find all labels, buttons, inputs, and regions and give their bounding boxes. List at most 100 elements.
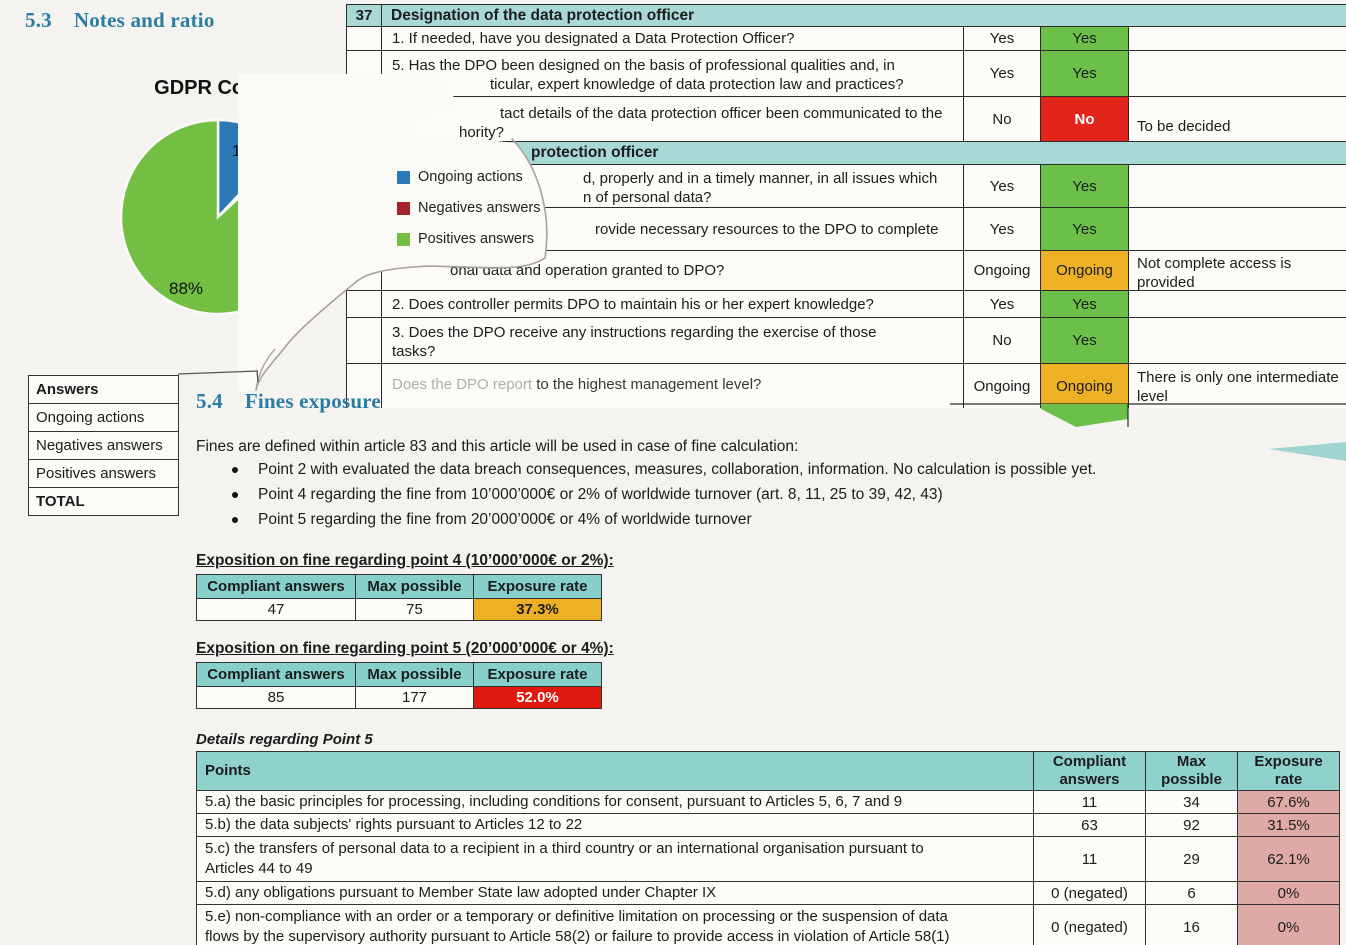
point-text: flows by the supervisory authority pursu… bbox=[205, 928, 950, 945]
dpo-answer: Ongoing bbox=[964, 251, 1041, 290]
col-header-points: Points bbox=[197, 752, 1034, 790]
answers-table-header: Answers bbox=[29, 376, 178, 404]
dpo-answer: No bbox=[964, 97, 1041, 141]
dpo-answer-colored: Yes bbox=[1041, 51, 1129, 96]
dpo-answer: Yes bbox=[964, 27, 1041, 50]
point-text: 5.a) the basic principles for processing… bbox=[197, 791, 1034, 813]
dpo-answer-colored: Yes bbox=[1041, 318, 1129, 363]
col-header-rate: Exposure rate bbox=[1254, 753, 1323, 788]
pie-label-red: 0% bbox=[286, 126, 309, 143]
dpo-answer: No bbox=[964, 318, 1041, 363]
dpo-row: 2. Does controller permits DPO to mainta… bbox=[346, 290, 1346, 317]
dpo-answer-colored: Yes bbox=[1041, 165, 1129, 207]
dpo-answer-colored: Yes bbox=[1041, 208, 1129, 250]
details-row: 5.a) the basic principles for processing… bbox=[197, 790, 1339, 813]
point-text: Articles 44 to 49 bbox=[205, 860, 313, 877]
col-header: Exposure rate bbox=[474, 575, 601, 599]
max-value: 75 bbox=[356, 599, 474, 620]
exposure-p4-title: Exposition on fine regarding point 4 (10… bbox=[196, 552, 614, 569]
pie-chart-title: GDPR Compliancy bbox=[154, 77, 331, 99]
section-title: Notes and ratio bbox=[73, 8, 215, 32]
legend-label: Negatives answers bbox=[418, 200, 541, 216]
details-row: 5.d) any obligations pursuant to Member … bbox=[197, 881, 1339, 904]
bullet-icon bbox=[232, 517, 238, 523]
section-heading-54: 5.4 Fines exposure bbox=[196, 389, 381, 414]
dpo-answer: Yes bbox=[964, 51, 1041, 96]
pie-label-green: 88% bbox=[169, 279, 203, 298]
rate-value: 31.5% bbox=[1238, 814, 1339, 836]
pie-chart: 12% 0% 88% bbox=[119, 118, 317, 316]
col-header: Compliant answers bbox=[197, 575, 356, 599]
dpo-comment: There is only one intermediate bbox=[1137, 369, 1339, 386]
fines-bullet: Point 5 regarding the fine from 20’000’0… bbox=[196, 511, 752, 529]
bullet-icon bbox=[232, 467, 238, 473]
dpo-question: rovide necessary resources to the DPO to… bbox=[595, 220, 939, 238]
dpo-answer: Yes bbox=[964, 208, 1041, 250]
pie-label-blue: 12% bbox=[232, 143, 264, 160]
point-text: 5.b) the data subjects' rights pursuant … bbox=[197, 814, 1034, 836]
dpo-row: onal data and operation granted to DPO? … bbox=[346, 250, 1346, 291]
max-value: 29 bbox=[1146, 837, 1238, 881]
details-header-row: Points Compliant answers Max possible Ex… bbox=[197, 752, 1339, 790]
compliant-value: 11 bbox=[1034, 837, 1146, 881]
details-table: Points Compliant answers Max possible Ex… bbox=[196, 751, 1340, 945]
compliant-value: 47 bbox=[197, 599, 356, 620]
dpo-answer-colored: Yes bbox=[1041, 291, 1129, 317]
max-value: 34 bbox=[1146, 791, 1238, 813]
legend-label: Positives answers bbox=[418, 231, 535, 247]
point-text: 5.e) non-compliance with an order or a t… bbox=[205, 908, 948, 925]
dpo-header-number: 37 bbox=[347, 5, 382, 26]
teal-torn-wedge bbox=[1268, 442, 1346, 461]
col-header-compliant: Compliant answers bbox=[1034, 752, 1146, 790]
fines-bullet: Point 2 with evaluated the data breach c… bbox=[196, 461, 1096, 479]
bullet-icon bbox=[232, 492, 238, 498]
rate-value: 67.6% bbox=[1238, 791, 1339, 813]
col-header: Max possible bbox=[356, 575, 474, 599]
answers-table: Answers Ongoing actions Negatives answer… bbox=[28, 375, 179, 516]
exposure-p4-table: Compliant answers Max possible Exposure … bbox=[196, 574, 602, 621]
dpo-table-header-row: 37 Designation of the data protection of… bbox=[346, 4, 1346, 26]
dpo-question: ticular, expert knowledge of data protec… bbox=[490, 76, 904, 93]
fines-bullet: Point 4 regarding the fine from 10’000’0… bbox=[196, 486, 943, 504]
legend-label: Ongoing actions bbox=[418, 169, 523, 185]
legend-swatch-blue bbox=[397, 170, 410, 184]
dpo-row: Does the DPO report to the highest manag… bbox=[346, 363, 1346, 408]
dpo-question: 3. Does the DPO receive any instructions… bbox=[392, 324, 877, 341]
max-value: 16 bbox=[1146, 905, 1238, 945]
dpo-row: 5. Has the DPO been designed on the basi… bbox=[346, 50, 1346, 96]
bullet-text: Point 5 regarding the fine from 20’000’0… bbox=[258, 511, 752, 528]
details-row: 5.b) the data subjects' rights pursuant … bbox=[197, 813, 1339, 836]
legend-item: Negatives answers bbox=[397, 200, 541, 216]
bullet-text: Point 2 with evaluated the data breach c… bbox=[258, 461, 1097, 478]
dpo-answer: Yes bbox=[964, 165, 1041, 207]
dpo-answer: Yes bbox=[964, 291, 1041, 317]
details-table-title: Details regarding Point 5 bbox=[196, 731, 373, 748]
rate-value: 62.1% bbox=[1238, 837, 1339, 881]
dpo-question: d, properly and in a timely manner, in a… bbox=[583, 170, 938, 187]
rate-value: 0% bbox=[1238, 905, 1339, 945]
details-row: 5.c) the transfers of personal data to a… bbox=[197, 836, 1339, 881]
answers-table-edge-line bbox=[177, 370, 259, 375]
dpo-question: 1. If needed, have you designated a Data… bbox=[392, 30, 795, 47]
dpo-table-header2-row: protection officer bbox=[346, 141, 1346, 164]
col-header: Compliant answers bbox=[197, 663, 356, 687]
max-value: 92 bbox=[1146, 814, 1238, 836]
max-value: 6 bbox=[1146, 882, 1238, 904]
exposure-p5-table: Compliant answers Max possible Exposure … bbox=[196, 662, 602, 709]
exposure-rate-value: 37.3% bbox=[474, 599, 601, 620]
dpo-header-title: Designation of the data protection offic… bbox=[391, 6, 695, 24]
section-number: 5.4 bbox=[196, 389, 223, 413]
legend-item: Positives answers bbox=[397, 231, 534, 247]
dpo-row: 3. Does the DPO receive any instructions… bbox=[346, 317, 1346, 363]
dpo-answer-colored: Yes bbox=[1041, 27, 1129, 50]
compliant-value: 85 bbox=[197, 687, 356, 708]
dpo-row: tact details of the data protection offi… bbox=[346, 96, 1346, 141]
callout-tail-line bbox=[255, 348, 276, 390]
section-heading-53: 5.3 Notes and ratio bbox=[25, 8, 215, 33]
dpo-answer-colored: Ongoing bbox=[1041, 251, 1129, 290]
dpo-question: 5. Has the DPO been designed on the basi… bbox=[392, 57, 895, 74]
max-value: 177 bbox=[356, 687, 474, 708]
dpo-question: to the highest management level? bbox=[536, 376, 762, 393]
dpo-comment: level bbox=[1137, 388, 1168, 405]
bullet-text: Point 4 regarding the fine from 10’000’0… bbox=[258, 486, 943, 503]
